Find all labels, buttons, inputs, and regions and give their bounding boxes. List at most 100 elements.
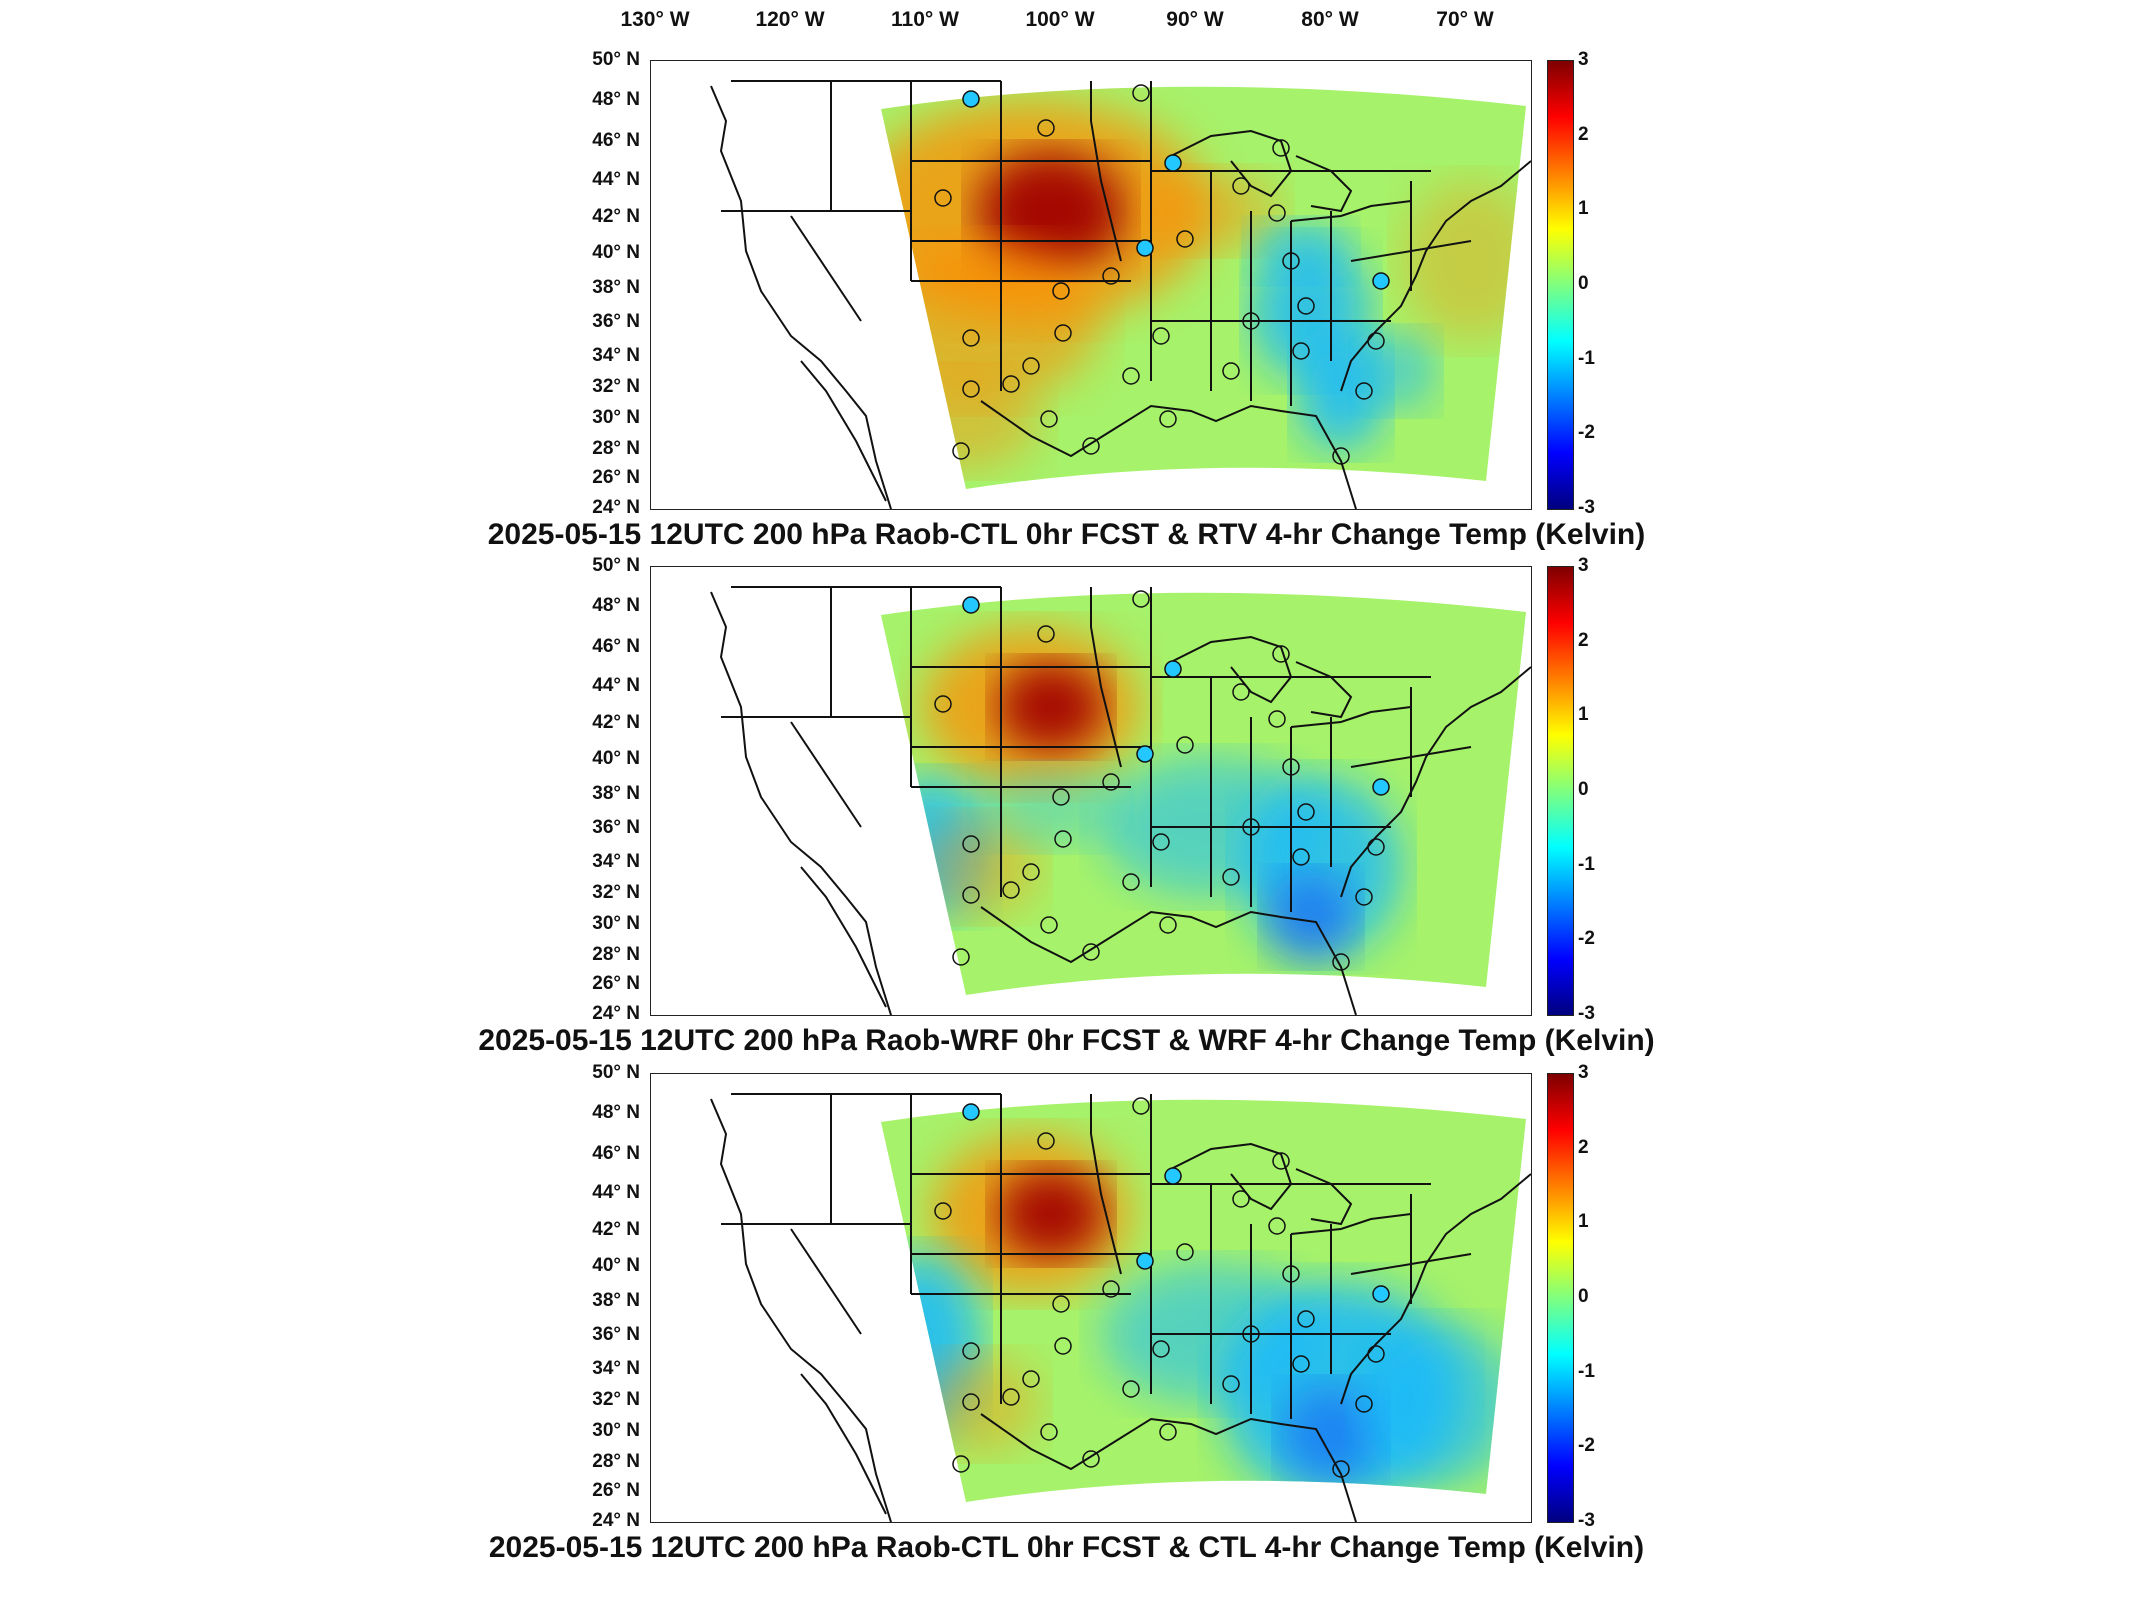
raob-station-marker	[1082, 1450, 1100, 1468]
colorbar-tick-label: -2	[1578, 422, 1595, 444]
latitude-label: 40° N	[592, 241, 640, 263]
colorbar-tick-label: 1	[1578, 1211, 1589, 1233]
colorbar	[1547, 566, 1574, 1016]
raob-station-marker	[1297, 803, 1315, 821]
longitude-label: 70° W	[1436, 8, 1494, 31]
raob-station-marker	[1272, 139, 1290, 157]
raob-station-marker	[1054, 1337, 1072, 1355]
latitude-label: 46° N	[592, 129, 640, 151]
raob-station-marker	[1082, 437, 1100, 455]
boundary-lines	[710, 586, 1531, 1015]
raob-station-marker	[1152, 327, 1170, 345]
raob-station-marker	[1040, 1423, 1058, 1441]
raob-station-marker	[1222, 1375, 1240, 1393]
raob-station-marker	[1292, 848, 1310, 866]
raob-station-marker	[962, 596, 980, 614]
latitude-label: 26° N	[592, 467, 640, 489]
colorbar-tick-label: -2	[1578, 1435, 1595, 1457]
raob-station-marker	[1159, 916, 1177, 934]
raob-station-marker	[1232, 1190, 1250, 1208]
raob-station-marker	[952, 1455, 970, 1473]
raob-station-marker	[1164, 660, 1182, 678]
raob-station-marker	[1164, 154, 1182, 172]
colorbar-tick-label: -2	[1578, 928, 1595, 950]
raob-station-marker	[1037, 1132, 1055, 1150]
colorbar-tick-label: 3	[1578, 555, 1589, 576]
raob-station-marker	[962, 90, 980, 108]
raob-station-marker	[1002, 1388, 1020, 1406]
raob-station-marker	[1054, 830, 1072, 848]
raob-station-marker	[1367, 1345, 1385, 1363]
raob-station-marker	[1136, 1252, 1154, 1270]
raob-station-marker	[1242, 818, 1260, 836]
raob-station-marker	[1040, 916, 1058, 934]
raob-station-marker	[1132, 590, 1150, 608]
raob-station-marker	[1052, 1295, 1070, 1313]
latitude-label: 44° N	[592, 675, 640, 697]
raob-station-marker	[1152, 833, 1170, 851]
raob-station-marker	[1159, 1423, 1177, 1441]
raob-station-marker	[1372, 1285, 1390, 1303]
latitude-label: 38° N	[592, 277, 640, 299]
raob-station-marker	[1022, 1370, 1040, 1388]
raob-station-marker	[1040, 410, 1058, 428]
latitude-label: 30° N	[592, 913, 640, 935]
anomaly-region	[1251, 221, 1351, 281]
anomaly-region	[996, 662, 1106, 752]
latitude-label: 32° N	[592, 1389, 640, 1411]
anomaly-region	[921, 817, 1041, 917]
latitude-label: 36° N	[592, 311, 640, 333]
panel-title: 2025-05-15 12UTC 200 hPa Raob-CTL 0hr FC…	[488, 1531, 1645, 1564]
longitude-label: 120° W	[755, 8, 825, 31]
raob-station-marker	[1152, 1340, 1170, 1358]
raob-station-marker	[1037, 119, 1055, 137]
colorbar-tick-label: 0	[1578, 779, 1589, 800]
raob-station-marker	[952, 948, 970, 966]
raob-station-marker	[1132, 1097, 1150, 1115]
latitude-label: 50° N	[592, 1062, 640, 1083]
raob-station-marker	[962, 1103, 980, 1121]
longitude-label: 90° W	[1166, 8, 1224, 31]
latitude-label: 36° N	[592, 817, 640, 839]
colorbar-tick-label: 0	[1578, 1286, 1589, 1307]
latitude-label: 26° N	[592, 973, 640, 995]
anomaly-region	[1266, 872, 1356, 962]
raob-station-marker	[1102, 1280, 1120, 1298]
latitude-label: 32° N	[592, 882, 640, 904]
colorbar-tick-label: -3	[1578, 497, 1595, 518]
latitude-label: 48° N	[592, 89, 640, 111]
raob-station-marker	[1052, 282, 1070, 300]
colorbar-tick-label: 1	[1578, 704, 1589, 726]
latitude-label: 30° N	[592, 1420, 640, 1442]
colorbar-tick-label: 2	[1578, 123, 1589, 145]
latitude-label: 34° N	[592, 344, 640, 366]
raob-station-marker	[1297, 1310, 1315, 1328]
raob-station-marker	[1355, 1395, 1373, 1413]
latitude-axis: 50° N 48° N 46° N 44° N 42° N 40° N 38° N 36° N…	[570, 49, 640, 518]
latitude-label: 44° N	[592, 1182, 640, 1204]
raob-station-marker	[1136, 745, 1154, 763]
raob-station-marker	[1268, 710, 1286, 728]
raob-station-marker	[1122, 873, 1140, 891]
colorbar-tick-label: 1	[1578, 198, 1589, 220]
raob-station-marker	[1355, 382, 1373, 400]
raob-station-marker	[1132, 84, 1150, 102]
raob-station-marker	[1372, 778, 1390, 796]
latitude-label: 24° N	[592, 1510, 640, 1531]
raob-station-marker	[1054, 324, 1072, 342]
anomaly-map	[650, 60, 1532, 510]
raob-station-marker	[934, 189, 952, 207]
colorbar-tick-label: 3	[1578, 49, 1589, 70]
latitude-label: 24° N	[592, 1003, 640, 1024]
longitude-label: 100° W	[1025, 8, 1095, 31]
raob-station-marker	[1272, 1152, 1290, 1170]
latitude-label: 46° N	[592, 1142, 640, 1164]
raob-station-marker	[1232, 177, 1250, 195]
raob-station-marker	[1272, 645, 1290, 663]
anomaly-region	[1361, 1324, 1521, 1484]
raob-station-marker	[934, 695, 952, 713]
raob-station-marker	[1268, 1217, 1286, 1235]
latitude-label: 48° N	[592, 1102, 640, 1124]
anomaly-region	[1356, 331, 1436, 411]
latitude-axis: 50° N 48° N 46° N 44° N 42° N 40° N 38° N 36° N…	[570, 1062, 640, 1531]
